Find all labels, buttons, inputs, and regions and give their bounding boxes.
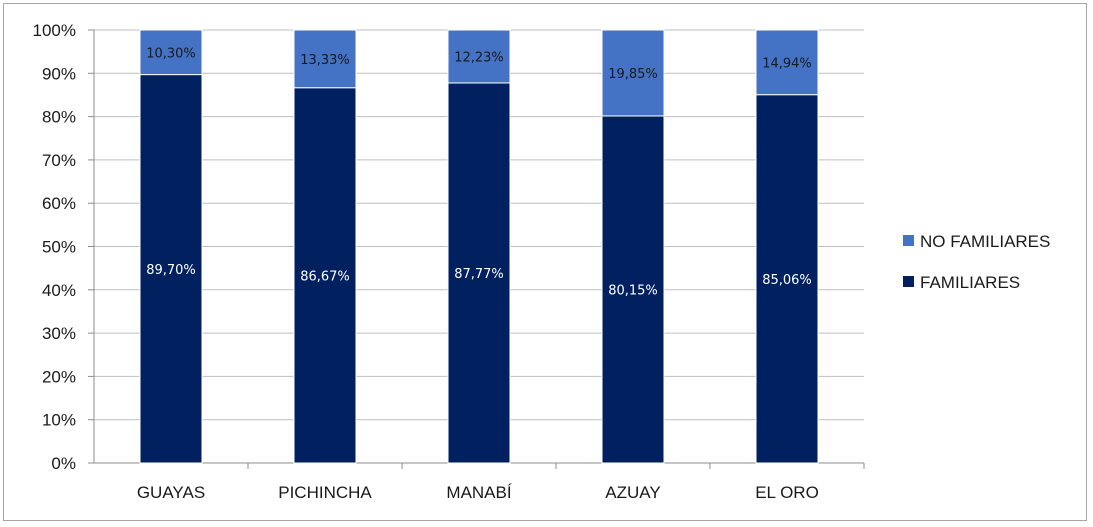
y-tick-label: 70% [42,151,76,170]
y-tick-label: 20% [42,367,76,386]
data-label: 10,30% [146,46,196,61]
bar-familiares [293,87,357,464]
legend-label: FAMILIARES [920,273,1020,292]
y-tick-label: 30% [42,324,76,343]
bar-no-familiares [139,29,203,76]
bar-no-familiares [293,29,357,89]
y-tick-label: 100% [33,21,76,40]
legend-label: NO FAMILIARES [920,232,1050,251]
data-label: 13,33% [300,53,350,68]
y-tick-label: 90% [42,64,76,83]
legend-swatch [903,276,914,287]
bar-familiares [755,94,819,464]
y-tick-label: 40% [42,281,76,300]
bar-familiares [139,74,203,464]
data-label: 80,15% [608,283,658,298]
data-label: 19,85% [608,67,658,82]
data-label: 12,23% [454,50,504,65]
x-category-label: MANABÍ [446,483,511,502]
x-category-label: GUAYAS [137,483,205,502]
y-tick-label: 0% [51,454,76,473]
bar-no-familiares [601,29,665,117]
data-label: 85,06% [762,273,812,288]
x-category-label: EL ORO [755,483,819,502]
y-tick-label: 50% [42,238,76,257]
y-tick-label: 60% [42,194,76,213]
bar-no-familiares [447,29,511,84]
x-category-label: AZUAY [605,483,660,502]
data-label: 86,67% [300,269,350,284]
x-category-label: PICHINCHA [278,483,372,502]
data-label: 14,94% [762,56,812,71]
data-label: 87,77% [454,267,504,282]
bar-familiares [601,115,665,464]
bar-no-familiares [755,29,819,96]
bar-familiares [447,82,511,464]
y-tick-label: 80% [42,108,76,127]
data-label: 89,70% [146,263,196,278]
legend-swatch [903,235,914,246]
y-tick-label: 10% [42,411,76,430]
